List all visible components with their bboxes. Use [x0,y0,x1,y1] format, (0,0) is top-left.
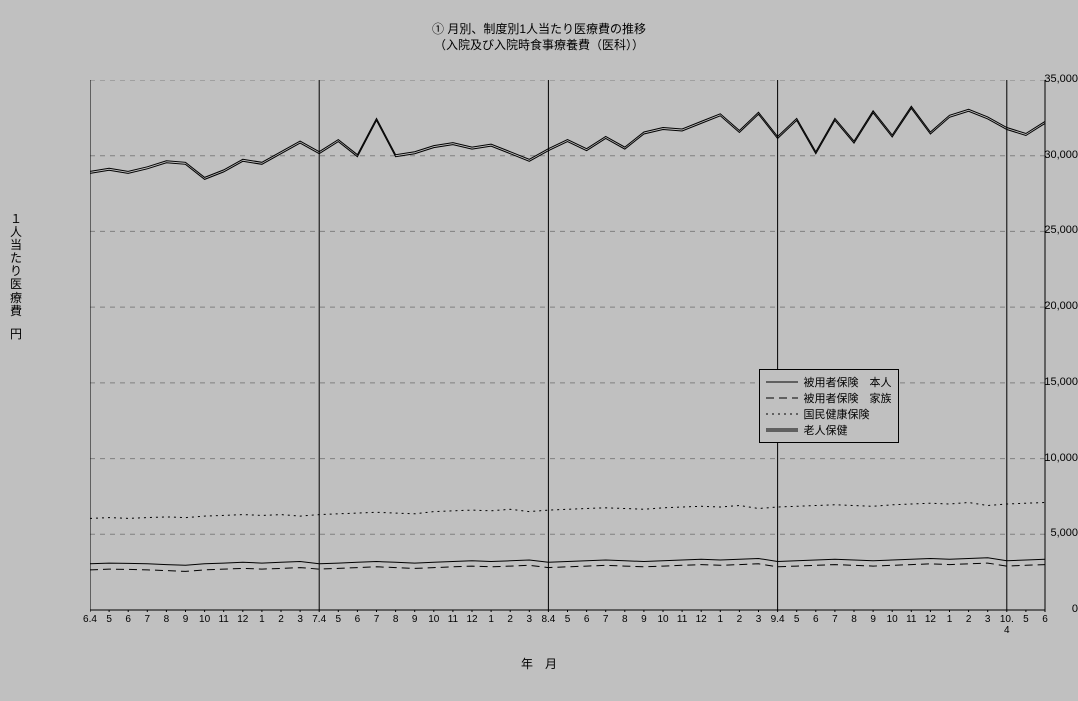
x-tick-label: 1 [259,614,265,625]
x-tick-label: 6 [813,614,819,625]
legend-swatch [766,393,798,403]
y-tick-label: 35,000 [996,73,1078,85]
x-tick-label: 3 [985,614,991,625]
y-tick-label: 5,000 [996,527,1078,539]
x-tick-label: 7 [374,614,380,625]
x-tick-label: 5 [106,614,112,625]
y-tick-label: 25,000 [996,224,1078,236]
x-tick-label: 8 [164,614,170,625]
legend-label: 被用者保険 家族 [804,390,892,406]
y-axis-label: １人当たり医療費円 [10,213,22,342]
x-tick-label: 10 [657,614,668,625]
legend: 被用者保険 本人被用者保険 家族国民健康保険老人保健 [759,369,899,443]
x-tick-label: 10.4 [1000,614,1014,636]
x-tick-label: 12 [466,614,477,625]
x-tick-label: 9.4 [771,614,785,625]
legend-item: 被用者保険 家族 [766,390,892,406]
x-tick-label: 3 [527,614,533,625]
x-tick-label: 1 [947,614,953,625]
x-tick-label: 9 [870,614,876,625]
x-tick-label: 8.4 [541,614,555,625]
x-tick-label: 2 [737,614,743,625]
chart-plot-area [90,80,1047,612]
legend-label: 国民健康保険 [804,406,870,422]
x-tick-label: 6 [584,614,590,625]
x-tick-label: 5 [565,614,571,625]
x-tick-label: 8 [622,614,628,625]
legend-swatch [766,409,798,419]
x-tick-label: 10 [199,614,210,625]
x-tick-label: 2 [507,614,513,625]
x-tick-label: 3 [297,614,303,625]
x-tick-label: 3 [756,614,762,625]
x-tick-label: 12 [237,614,248,625]
x-tick-label: 9 [641,614,647,625]
legend-label: 老人保健 [804,422,848,438]
x-tick-label: 11 [906,614,916,625]
legend-swatch [766,377,798,387]
x-tick-label: 7 [145,614,151,625]
x-tick-label: 11 [448,614,458,625]
chart-title-line2: （入院及び入院時食事療養費（医科）） [0,36,1078,53]
y-tick-label: 15,000 [996,376,1078,388]
x-axis-label: 年 月 [0,655,1078,672]
x-tick-label: 5 [794,614,800,625]
x-tick-label: 5 [336,614,342,625]
legend-item: 被用者保険 本人 [766,374,892,390]
x-tick-label: 8 [393,614,399,625]
x-tick-label: 7 [603,614,609,625]
x-tick-label: 10 [428,614,439,625]
legend-item: 国民健康保険 [766,406,892,422]
y-tick-label: 30,000 [996,149,1078,161]
chart-title-line1: ① 月別、制度別1人当たり医療費の推移 [0,20,1078,37]
x-tick-label: 6 [125,614,131,625]
chart-container: ① 月別、制度別1人当たり医療費の推移 （入院及び入院時食事療養費（医科）） １… [0,0,1078,701]
x-tick-label: 6.4 [83,614,97,625]
x-tick-label: 7.4 [312,614,326,625]
x-tick-label: 2 [278,614,284,625]
x-tick-label: 7 [832,614,838,625]
x-tick-label: 12 [925,614,936,625]
x-tick-label: 8 [851,614,857,625]
x-tick-label: 10 [887,614,898,625]
x-tick-label: 5 [1023,614,1029,625]
x-tick-label: 2 [966,614,972,625]
y-tick-label: 20,000 [996,300,1078,312]
x-tick-label: 6 [355,614,361,625]
x-tick-label: 6 [1042,614,1048,625]
legend-label: 被用者保険 本人 [804,374,892,390]
x-tick-label: 9 [412,614,418,625]
x-tick-label: 11 [677,614,687,625]
x-tick-label: 1 [488,614,494,625]
y-tick-label: 10,000 [996,452,1078,464]
x-tick-label: 1 [718,614,724,625]
x-tick-label: 9 [183,614,189,625]
x-tick-label: 12 [696,614,707,625]
legend-item: 老人保健 [766,422,892,438]
legend-swatch [766,425,798,435]
x-tick-label: 11 [218,614,228,625]
